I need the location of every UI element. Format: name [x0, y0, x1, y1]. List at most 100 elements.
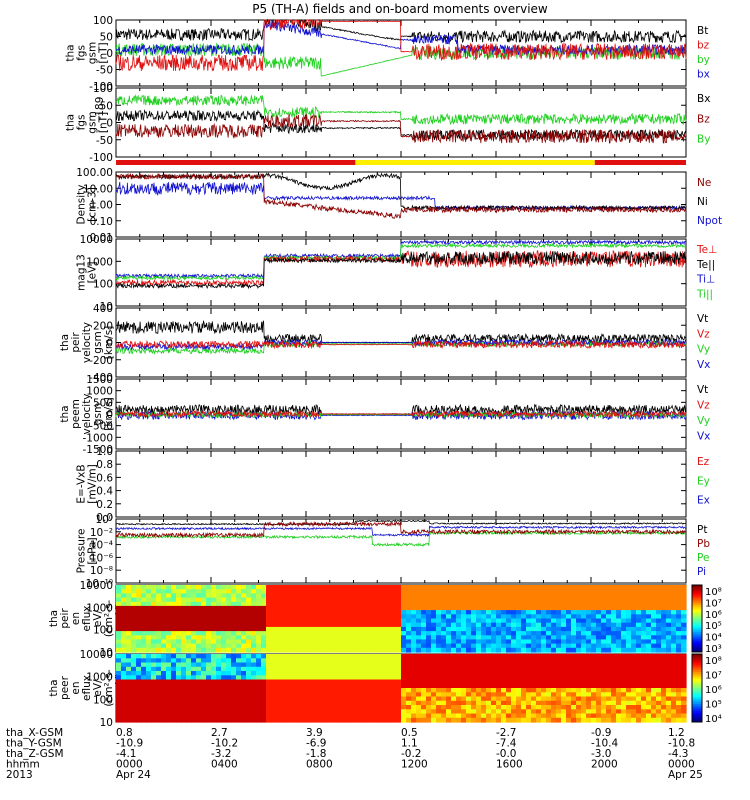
- spectro-cell: [241, 654, 247, 659]
- spectro-cell: [486, 614, 492, 620]
- spectro-cell: [456, 585, 462, 590]
- orbit-bar-yellow: [355, 160, 595, 165]
- legend-item: Vz: [697, 328, 710, 340]
- ephemeris-value: 1600: [496, 759, 523, 771]
- colorbar-cell: [692, 712, 702, 716]
- spectro-cell: [141, 700, 147, 706]
- spectro-cell: [121, 709, 127, 715]
- spectro-cell: [456, 675, 462, 681]
- spectro-cell: [246, 585, 252, 590]
- spectro-cell: [656, 662, 662, 668]
- spectro-cell: [236, 647, 242, 653]
- spectro-cell: [521, 631, 527, 636]
- spectro-cell: [181, 635, 187, 641]
- spectro-cell: [266, 679, 272, 685]
- spectro-cell: [176, 614, 182, 620]
- spectro-cell: [571, 683, 577, 689]
- spectro-cell: [281, 589, 287, 594]
- spectro-cell: [341, 662, 347, 668]
- spectro-cell: [386, 605, 392, 611]
- spectro-cell: [651, 654, 657, 659]
- spectro-cell: [146, 585, 152, 590]
- spectro-cell: [661, 597, 667, 603]
- series-Bz: [115, 114, 687, 144]
- spectro-cell: [596, 692, 602, 698]
- spectro-cell: [181, 679, 187, 685]
- spectro-cell: [481, 610, 487, 615]
- spectro-cell: [661, 705, 667, 710]
- spectro-cell: [461, 618, 467, 624]
- spectro-cell: [261, 662, 267, 668]
- spectro-cell: [491, 589, 497, 594]
- spectro-cell: [166, 679, 172, 685]
- y-tick-label: -100: [89, 152, 113, 164]
- spectro-cell: [156, 700, 162, 706]
- spectro-cell: [296, 618, 302, 624]
- spectro-cell: [401, 705, 407, 710]
- spectro-cell: [436, 688, 442, 693]
- spectro-cell: [116, 679, 122, 685]
- spectro-cell: [426, 601, 432, 607]
- spectro-cell: [351, 631, 357, 636]
- spectro-cell: [671, 675, 677, 681]
- spectro-cell: [166, 688, 172, 693]
- spectro-cell: [236, 696, 242, 702]
- spectro-cell: [306, 635, 312, 641]
- spectro-cell: [431, 601, 437, 607]
- spectro-cell: [336, 692, 342, 698]
- spectro-cell: [326, 654, 332, 659]
- spectro-cell: [666, 643, 672, 649]
- spectro-cell: [181, 700, 187, 706]
- spectro-cell: [606, 643, 612, 649]
- spectro-cell: [271, 639, 277, 645]
- spectro-cell: [306, 696, 312, 702]
- spectro-cell: [631, 635, 637, 641]
- spectro-cell: [581, 692, 587, 698]
- spectro-cell: [611, 683, 617, 689]
- spectro-cell: [231, 626, 237, 632]
- spectro-cell: [371, 635, 377, 641]
- spectro-cell: [401, 675, 407, 681]
- spectro-cell: [276, 622, 282, 628]
- spectro-cell: [491, 647, 497, 653]
- spectro-cell: [376, 709, 382, 715]
- spectro-cell: [126, 688, 132, 693]
- series-By: [115, 94, 687, 126]
- spectro-cell: [441, 589, 447, 594]
- spectro-cell: [591, 647, 597, 653]
- spectro-cell: [386, 589, 392, 594]
- spectro-cell: [231, 618, 237, 624]
- spectro-cell: [456, 635, 462, 641]
- spectro-cell: [601, 585, 607, 590]
- spectro-cell: [266, 589, 272, 594]
- spectro-cell: [326, 675, 332, 681]
- spectro-cell: [576, 692, 582, 698]
- spectro-cell: [431, 631, 437, 636]
- spectro-cell: [291, 601, 297, 607]
- spectro-cell: [426, 717, 432, 723]
- spectro-cell: [231, 589, 237, 594]
- spectro-cell: [446, 585, 452, 590]
- spectro-cell: [191, 717, 197, 723]
- spectro-cell: [436, 713, 442, 719]
- spectro-cell: [211, 658, 217, 664]
- spectro-cell: [531, 692, 537, 698]
- spectro-cell: [176, 683, 182, 689]
- spectro-cell: [456, 679, 462, 685]
- spectro-cell: [511, 647, 517, 653]
- spectro-cell: [161, 692, 167, 698]
- spectro-cell: [386, 713, 392, 719]
- y-tick-label: 1.00: [90, 200, 113, 212]
- spectro-cell: [676, 709, 682, 715]
- spectro-cell: [316, 614, 322, 620]
- spectro-cell: [591, 700, 597, 706]
- spectro-cell: [456, 597, 462, 603]
- spectro-cell: [636, 717, 642, 723]
- spectro-cell: [181, 610, 187, 615]
- colorbar-cell: [692, 699, 702, 703]
- spectro-cell: [676, 605, 682, 611]
- spectro-cell: [426, 700, 432, 706]
- spectro-cell: [186, 610, 192, 615]
- spectro-cell: [536, 713, 542, 719]
